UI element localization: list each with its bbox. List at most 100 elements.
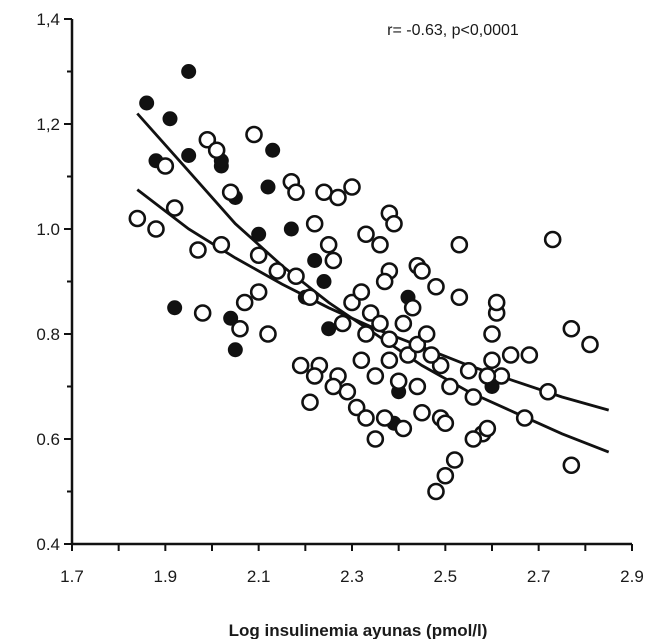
open-data-point: [245, 125, 263, 144]
filled-data-point: [139, 95, 155, 111]
open-data-point: [562, 456, 581, 475]
filled-data-point: [167, 300, 183, 316]
open-data-point: [291, 356, 310, 375]
open-data-point: [375, 272, 394, 291]
open-data-point: [581, 335, 599, 354]
open-data-point: [478, 419, 497, 438]
open-data-point: [324, 251, 343, 270]
open-data-point: [357, 225, 375, 244]
open-data-point: [380, 330, 399, 349]
open-data-point: [221, 183, 240, 202]
filled-data-point: [321, 321, 337, 337]
y-tick-label: 0.4: [36, 535, 60, 554]
fit-curve: [136, 112, 610, 454]
open-data-point: [427, 277, 445, 296]
filled-data-point: [260, 179, 276, 195]
open-data-point: [287, 267, 305, 286]
x-tick-label: 1.7: [60, 567, 84, 586]
filled-data-point: [265, 142, 281, 158]
open-data-point: [371, 314, 389, 333]
open-data-point: [422, 346, 441, 364]
open-data-point: [301, 288, 319, 307]
open-data-point: [189, 241, 207, 259]
open-data-point: [343, 178, 361, 196]
open-data-point: [413, 403, 431, 422]
open-data-point: [249, 283, 268, 301]
open-data-point: [483, 351, 501, 370]
x-tick-label: 2.1: [247, 567, 271, 586]
open-data-point: [478, 367, 497, 385]
open-data-point: [441, 377, 459, 396]
open-data-point: [329, 188, 347, 207]
filled-data-point: [181, 64, 197, 79]
x-axis-label: Log insulinemia ayunas (pmol/l): [229, 621, 488, 639]
open-data-point: [212, 235, 231, 254]
open-data-point: [413, 262, 431, 280]
open-data-point: [539, 382, 557, 401]
open-data-point: [147, 220, 165, 238]
open-data-point: [483, 325, 501, 343]
filled-data-point: [162, 111, 178, 127]
open-data-point: [501, 346, 520, 364]
open-data-point: [562, 319, 581, 338]
open-data-point: [268, 262, 287, 280]
open-data-point: [403, 298, 422, 317]
axes: 0.4 0.6 0.8 1.0 1,2 1,4 1.7 1.9 2.1 2.3 2.5 2.7 2.9: [36, 10, 643, 586]
open-data-point: [207, 141, 226, 160]
open-data-point: [156, 157, 175, 175]
open-data-point: [389, 372, 408, 391]
open-data-point: [366, 430, 385, 448]
open-data-point: [450, 288, 469, 307]
filled-data-point: [227, 342, 243, 358]
open-data-point: [394, 419, 413, 438]
x-tick-label: 2.9: [620, 567, 644, 586]
filled-data-point: [223, 310, 239, 326]
filled-data-point: [181, 148, 197, 163]
open-data-point: [301, 393, 319, 412]
open-data-point: [371, 235, 389, 254]
open-data-point: [333, 314, 352, 333]
open-data-point: [427, 482, 445, 501]
x-tick-label: 2.3: [340, 567, 364, 586]
fit-curves: [136, 112, 610, 454]
open-data-point: [464, 430, 483, 448]
open-data-point: [543, 230, 562, 249]
filled-data-point: [307, 253, 323, 268]
open-data-point: [520, 346, 539, 364]
filled-data-point: [251, 226, 267, 242]
open-data-point: [436, 414, 455, 433]
open-data-point: [231, 319, 249, 338]
open-data-point: [165, 199, 184, 217]
open-data-point: [515, 409, 534, 427]
open-data-point: [305, 214, 324, 233]
data-points: [128, 64, 599, 501]
open-data-point: [249, 246, 268, 265]
open-data-point: [287, 183, 305, 202]
filled-data-point: [316, 274, 332, 289]
x-tick-label: 1.9: [154, 567, 178, 586]
open-data-point: [352, 351, 371, 370]
open-data-point: [380, 351, 399, 370]
open-data-point: [417, 325, 436, 343]
open-data-point: [408, 377, 427, 396]
open-data-point: [394, 314, 413, 333]
open-data-point: [487, 293, 506, 312]
y-tick-label: 1,2: [36, 115, 60, 134]
y-tick-label: 0.6: [36, 430, 60, 449]
open-data-point: [464, 388, 483, 406]
open-data-point: [375, 409, 394, 427]
open-data-point: [459, 361, 478, 380]
filled-data-point: [283, 221, 299, 237]
open-data-point: [235, 293, 254, 312]
open-data-point: [259, 325, 277, 343]
open-data-point: [357, 325, 375, 343]
x-tick-label: 2.7: [527, 567, 551, 586]
open-data-point: [193, 304, 212, 322]
y-tick-label: 0.8: [36, 325, 60, 344]
x-ticks: 1.7 1.9 2.1 2.3 2.5 2.7 2.9: [60, 544, 644, 586]
open-data-point: [128, 209, 147, 228]
open-data-point: [319, 235, 338, 254]
open-data-point: [357, 409, 375, 427]
open-data-point: [366, 367, 385, 385]
